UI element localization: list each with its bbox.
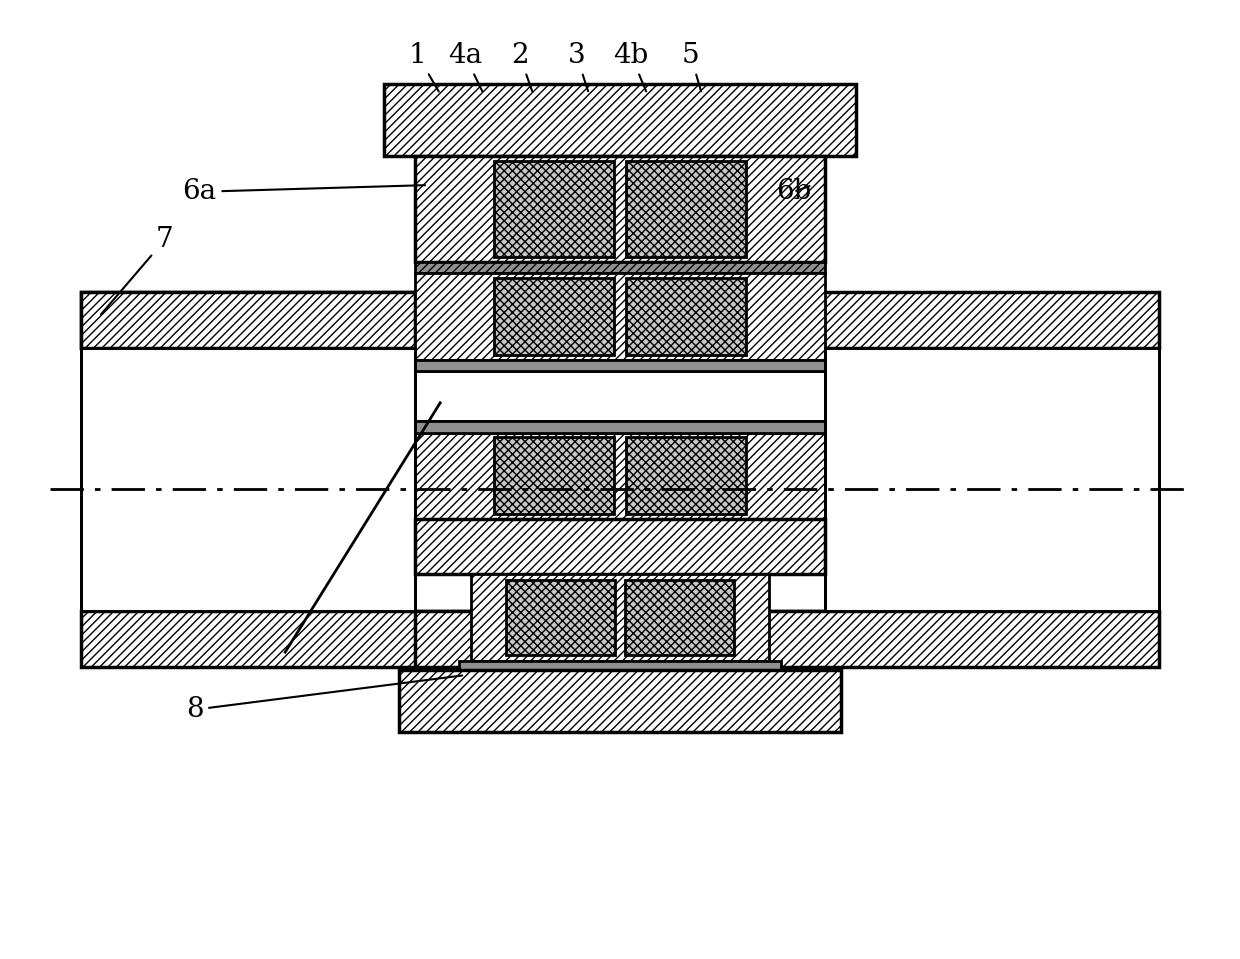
Text: 4b: 4b [614,42,649,91]
Bar [399,670,841,733]
Bar [471,574,769,661]
Bar [625,580,734,655]
Text: 6b: 6b [776,178,811,205]
Bar [81,292,825,348]
Text: 4a: 4a [448,42,482,91]
Bar [626,278,746,355]
Bar [626,437,746,514]
Text: 8: 8 [186,675,463,723]
Text: 5: 5 [682,42,701,91]
Bar [415,156,825,262]
Text: 2: 2 [511,42,532,91]
Text: 1: 1 [409,42,439,91]
Bar [81,348,415,611]
Text: 7: 7 [100,226,174,315]
Bar [415,360,825,371]
Bar [415,273,825,360]
Bar [626,161,746,257]
Bar [459,661,781,670]
Bar [415,519,825,574]
Bar [81,611,825,667]
Bar [415,421,825,433]
Bar [494,437,614,514]
Bar [415,611,1159,667]
Bar [384,84,856,156]
Bar [825,348,1159,611]
Bar [415,433,825,519]
Bar [81,292,415,348]
Bar [415,371,825,421]
Bar [494,161,614,257]
Text: 3: 3 [568,42,588,91]
Text: 6a: 6a [182,178,425,205]
Bar [415,292,1159,348]
Bar [506,580,615,655]
Bar [494,278,614,355]
Bar [415,262,825,273]
